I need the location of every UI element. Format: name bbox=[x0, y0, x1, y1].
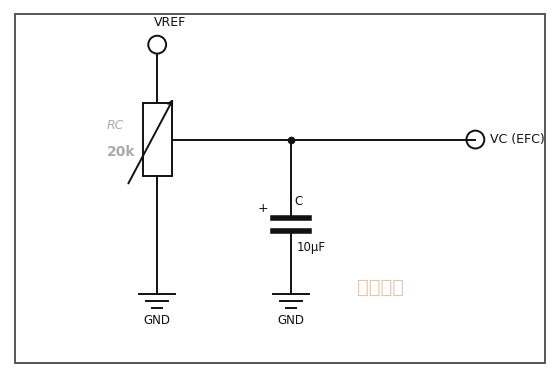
Bar bbox=[143, 103, 172, 176]
Text: C: C bbox=[295, 194, 303, 208]
Text: +: + bbox=[258, 202, 268, 215]
Text: GND: GND bbox=[144, 314, 171, 327]
Text: VREF: VREF bbox=[155, 16, 186, 29]
Text: VC (EFC): VC (EFC) bbox=[490, 133, 545, 146]
Text: GND: GND bbox=[278, 314, 305, 327]
Text: RC: RC bbox=[106, 119, 124, 132]
Text: 锦玉电子: 锦玉电子 bbox=[357, 278, 404, 297]
Text: 10μF: 10μF bbox=[297, 241, 326, 254]
Text: 20k: 20k bbox=[106, 145, 135, 159]
